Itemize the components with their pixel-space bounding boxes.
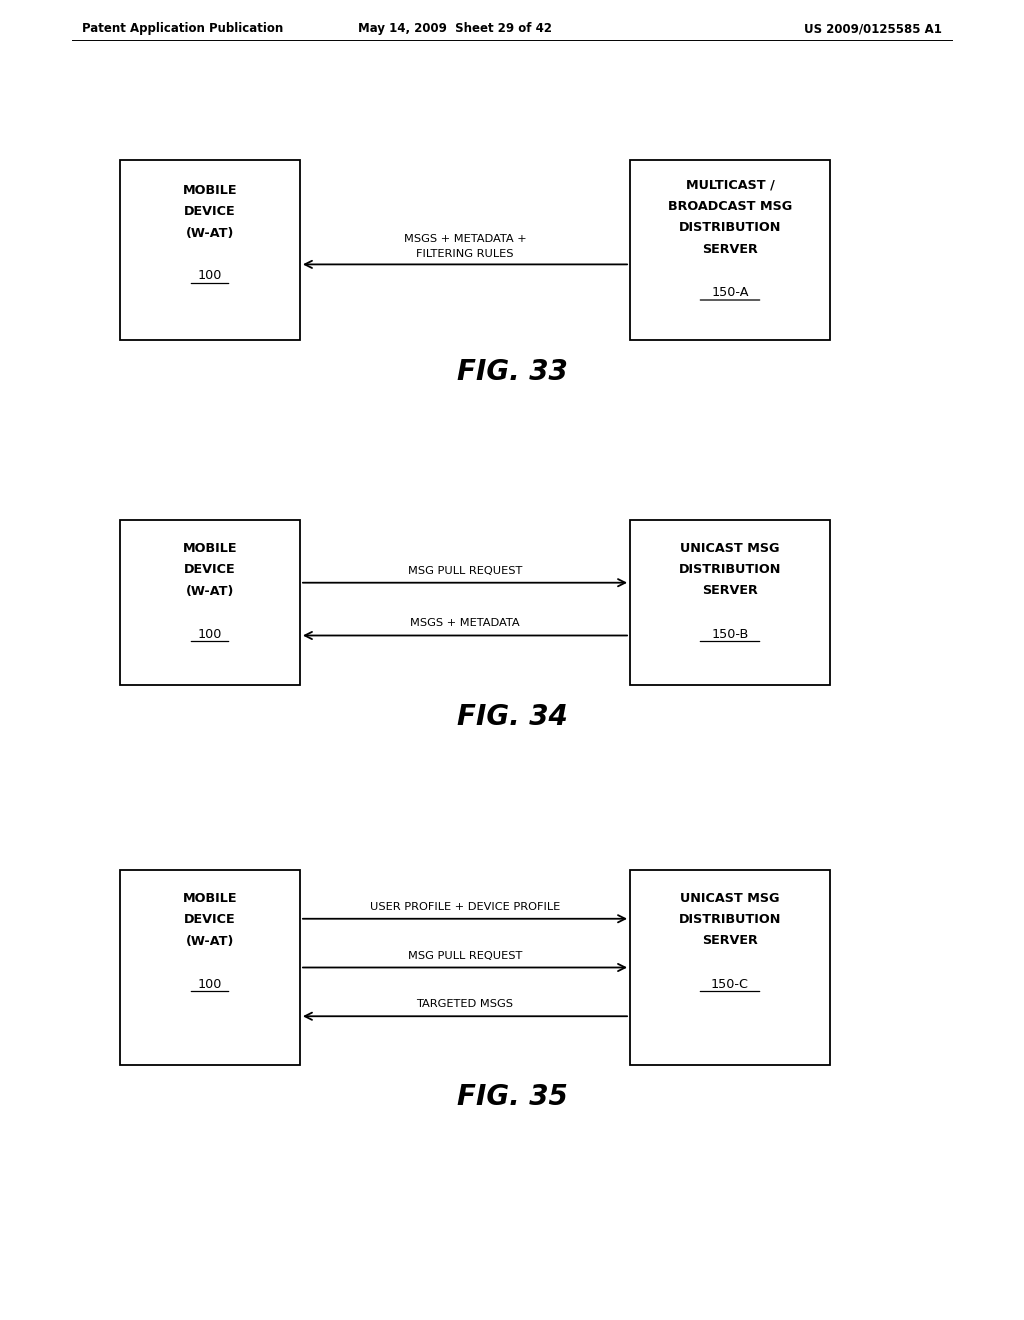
Text: 100: 100 (198, 269, 222, 282)
Text: BROADCAST MSG: BROADCAST MSG (668, 201, 793, 213)
Text: MOBILE: MOBILE (182, 891, 238, 904)
Text: MOBILE: MOBILE (182, 541, 238, 554)
Text: FILTERING RULES: FILTERING RULES (416, 249, 514, 260)
Text: DISTRIBUTION: DISTRIBUTION (679, 913, 781, 927)
Text: MULTICAST /: MULTICAST / (686, 178, 774, 191)
Text: TARGETED MSGS: TARGETED MSGS (417, 999, 513, 1010)
Bar (120, 520, 300, 685)
Text: SERVER: SERVER (702, 243, 758, 256)
Text: 100: 100 (198, 627, 222, 640)
Text: SERVER: SERVER (702, 585, 758, 598)
Text: UNICAST MSG: UNICAST MSG (680, 541, 779, 554)
Bar (120, 870, 300, 1065)
Text: Patent Application Publication: Patent Application Publication (82, 22, 284, 36)
Text: 150-A: 150-A (712, 286, 749, 300)
Text: USER PROFILE + DEVICE PROFILE: USER PROFILE + DEVICE PROFILE (370, 902, 560, 912)
Text: (W-AT): (W-AT) (185, 227, 234, 239)
Text: DEVICE: DEVICE (184, 205, 236, 218)
Text: FIG. 33: FIG. 33 (457, 358, 567, 385)
Text: DISTRIBUTION: DISTRIBUTION (679, 564, 781, 576)
Bar (630, 160, 830, 341)
Bar (630, 520, 830, 685)
Text: MSG PULL REQUEST: MSG PULL REQUEST (408, 950, 522, 961)
Bar (630, 870, 830, 1065)
Text: 150-C: 150-C (711, 978, 749, 990)
Text: MSGS + METADATA: MSGS + METADATA (411, 619, 520, 628)
Text: 100: 100 (198, 978, 222, 990)
Text: US 2009/0125585 A1: US 2009/0125585 A1 (804, 22, 942, 36)
Text: FIG. 34: FIG. 34 (457, 704, 567, 731)
Text: DEVICE: DEVICE (184, 913, 236, 927)
Text: MSGS + METADATA +: MSGS + METADATA + (403, 235, 526, 244)
Text: May 14, 2009  Sheet 29 of 42: May 14, 2009 Sheet 29 of 42 (358, 22, 552, 36)
Text: MSG PULL REQUEST: MSG PULL REQUEST (408, 566, 522, 576)
Text: (W-AT): (W-AT) (185, 585, 234, 598)
Text: MOBILE: MOBILE (182, 183, 238, 197)
Text: DEVICE: DEVICE (184, 564, 236, 576)
Text: DISTRIBUTION: DISTRIBUTION (679, 222, 781, 235)
Text: (W-AT): (W-AT) (185, 935, 234, 948)
Bar (120, 160, 300, 341)
Text: 150-B: 150-B (712, 627, 749, 640)
Text: FIG. 35: FIG. 35 (457, 1082, 567, 1111)
Text: UNICAST MSG: UNICAST MSG (680, 891, 779, 904)
Text: SERVER: SERVER (702, 935, 758, 948)
